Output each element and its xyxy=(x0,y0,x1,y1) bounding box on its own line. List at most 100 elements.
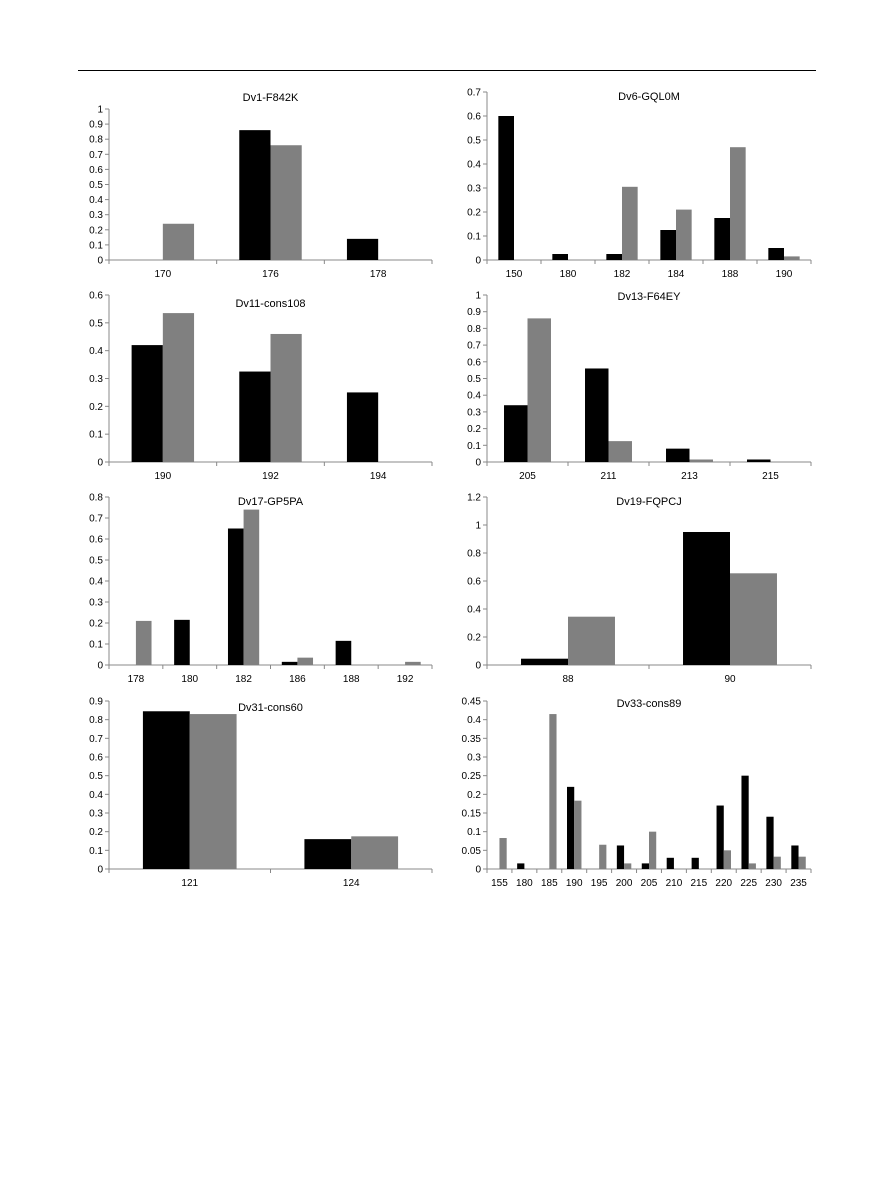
y-tick-label: 0.5 xyxy=(89,556,103,567)
x-tick-label: 215 xyxy=(762,471,779,482)
y-tick-label: 0.6 xyxy=(467,357,481,368)
y-tick-label: 0 xyxy=(475,256,481,267)
bar-series1-184 xyxy=(660,230,676,260)
y-tick-label: 0.1 xyxy=(467,441,481,452)
bar-series2-195 xyxy=(599,844,607,869)
y-tick-label: 0.9 xyxy=(89,120,103,131)
chart-title: Dv6-GQL0M xyxy=(618,91,680,103)
y-tick-label: 0.9 xyxy=(467,307,481,318)
y-tick-label: 0.1 xyxy=(467,827,481,838)
bar-series1-178 xyxy=(346,238,379,260)
y-tick-label: 0.4 xyxy=(467,160,481,171)
y-tick-label: 0.3 xyxy=(89,809,103,820)
bar-series1-190 xyxy=(768,248,784,260)
bar-series2-192 xyxy=(270,333,302,462)
y-tick-label: 0.2 xyxy=(89,619,103,630)
x-tick-label: 213 xyxy=(681,471,698,482)
bar-series2-124 xyxy=(351,836,399,869)
x-tick-label: 150 xyxy=(506,269,523,280)
x-tick-label: 192 xyxy=(262,471,279,482)
y-tick-label: 0.35 xyxy=(462,734,482,745)
chart-1: 0 0.1 0.2 0.3 0.4 0.5 0.6 0.7 0.8 0.9 1 170 176 178 Dv… xyxy=(89,92,433,280)
bar-series2-184 xyxy=(676,209,692,260)
x-tick-label: 192 xyxy=(397,674,414,685)
y-tick-label: 0.7 xyxy=(89,514,103,525)
bar-series1-188 xyxy=(714,218,730,260)
bar-series1-205 xyxy=(641,863,649,869)
y-tick-label: 0.2 xyxy=(89,225,103,236)
y-tick-label: 0.45 xyxy=(462,697,482,708)
chart-title: Dv17-GP5PA xyxy=(238,496,304,508)
y-tick-label: 0.4 xyxy=(89,577,103,588)
y-tick-label: 0.5 xyxy=(89,771,103,782)
y-tick-label: 0.3 xyxy=(467,407,481,418)
bar-series1-180 xyxy=(517,863,525,869)
y-tick-label: 0.4 xyxy=(467,605,481,616)
y-tick-label: 0.05 xyxy=(462,846,482,857)
bar-series1-182 xyxy=(227,528,244,665)
x-tick-label: 225 xyxy=(740,878,757,889)
x-tick-label: 90 xyxy=(724,674,736,685)
y-tick-label: 1 xyxy=(97,105,103,116)
x-tick-label: 190 xyxy=(566,878,583,889)
bar-series2-90 xyxy=(730,573,777,665)
bar-series1-215 xyxy=(691,857,699,869)
bar-series1-220 xyxy=(716,805,724,869)
y-tick-label: 0.1 xyxy=(89,430,103,441)
x-tick-label: 235 xyxy=(790,878,807,889)
y-tick-label: 0.6 xyxy=(89,753,103,764)
y-tick-label: 0.8 xyxy=(467,324,481,335)
bar-series1-188 xyxy=(335,640,352,665)
bar-series2-205 xyxy=(527,318,551,462)
x-tick-label: 190 xyxy=(154,471,171,482)
y-tick-label: 0.6 xyxy=(467,112,481,123)
y-tick-label: 0.1 xyxy=(89,640,103,651)
y-tick-label: 0.3 xyxy=(467,184,481,195)
y-tick-label: 0.7 xyxy=(467,88,481,99)
chart-3: 0 0.1 0.2 0.3 0.4 0.5 0.6 190 192 194 Dv11-cons108 xyxy=(89,291,433,482)
chart-title: Dv13-F64EY xyxy=(618,291,682,303)
y-tick-label: 0.2 xyxy=(467,790,481,801)
bar-series1-182 xyxy=(606,254,622,260)
y-tick-label: 0 xyxy=(97,661,103,672)
x-tick-label: 205 xyxy=(641,878,658,889)
y-tick-label: 0.2 xyxy=(89,402,103,413)
x-tick-label: 185 xyxy=(541,878,558,889)
y-tick-label: 0 xyxy=(97,256,103,267)
x-tick-label: 230 xyxy=(765,878,782,889)
y-tick-label: 0.2 xyxy=(467,424,481,435)
bar-series2-185 xyxy=(549,714,557,869)
y-tick-label: 0.3 xyxy=(89,598,103,609)
bar-series1-200 xyxy=(616,845,625,869)
y-tick-label: 0.6 xyxy=(89,165,103,176)
y-tick-label: 0.7 xyxy=(89,734,103,745)
bar-series1-235 xyxy=(791,845,799,869)
bar-series2-155 xyxy=(499,838,507,869)
y-tick-label: 0.2 xyxy=(89,827,103,838)
y-tick-label: 0.5 xyxy=(89,318,103,329)
chart-5: 0 0.1 0.2 0.3 0.4 0.5 0.6 0.7 0.8 178 180 182 186 188… xyxy=(89,493,433,685)
x-tick-label: 182 xyxy=(614,269,631,280)
y-tick-label: 0.4 xyxy=(89,346,103,357)
chart-7: 0 0.1 0.2 0.3 0.4 0.5 0.6 0.7 0.8 0.9 121 124 Dv31-c… xyxy=(89,697,433,889)
y-tick-label: 0 xyxy=(97,458,103,469)
x-tick-label: 182 xyxy=(235,674,252,685)
x-tick-label: 178 xyxy=(128,674,145,685)
bar-series1-205 xyxy=(504,405,528,462)
bar-series2-121 xyxy=(189,714,237,869)
bar-series1-90 xyxy=(683,532,730,665)
y-tick-label: 0.1 xyxy=(89,240,103,251)
y-tick-label: 0.9 xyxy=(89,697,103,708)
bar-series1-180 xyxy=(174,619,190,665)
y-tick-label: 0.7 xyxy=(467,341,481,352)
bar-series1-88 xyxy=(521,658,568,665)
x-tick-label: 155 xyxy=(491,878,508,889)
y-tick-label: 0.6 xyxy=(89,535,103,546)
x-tick-label: 215 xyxy=(691,878,708,889)
y-tick-label: 0.6 xyxy=(467,577,481,588)
y-tick-label: 0.6 xyxy=(89,291,103,302)
y-tick-label: 0.25 xyxy=(462,771,482,782)
y-tick-label: 0.7 xyxy=(89,150,103,161)
bar-series1-210 xyxy=(666,857,674,869)
